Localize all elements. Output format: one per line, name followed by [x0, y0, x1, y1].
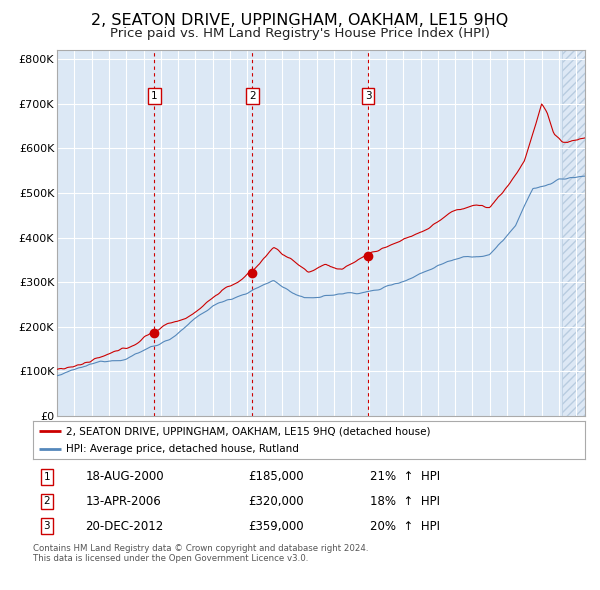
Bar — [562, 50, 593, 416]
Text: 21%  ↑  HPI: 21% ↑ HPI — [370, 470, 440, 483]
Text: 2: 2 — [249, 91, 256, 101]
Text: £359,000: £359,000 — [248, 520, 304, 533]
Text: 1: 1 — [43, 472, 50, 482]
Text: HPI: Average price, detached house, Rutland: HPI: Average price, detached house, Rutl… — [66, 444, 299, 454]
Text: 1: 1 — [151, 91, 158, 101]
Text: 3: 3 — [365, 91, 371, 101]
Text: 3: 3 — [43, 521, 50, 531]
Text: £320,000: £320,000 — [248, 495, 304, 508]
Text: Contains HM Land Registry data © Crown copyright and database right 2024.
This d: Contains HM Land Registry data © Crown c… — [33, 544, 368, 563]
Text: 2, SEATON DRIVE, UPPINGHAM, OAKHAM, LE15 9HQ: 2, SEATON DRIVE, UPPINGHAM, OAKHAM, LE15… — [91, 13, 509, 28]
Text: 20%  ↑  HPI: 20% ↑ HPI — [370, 520, 440, 533]
Text: 2, SEATON DRIVE, UPPINGHAM, OAKHAM, LE15 9HQ (detached house): 2, SEATON DRIVE, UPPINGHAM, OAKHAM, LE15… — [66, 426, 431, 436]
Text: Price paid vs. HM Land Registry's House Price Index (HPI): Price paid vs. HM Land Registry's House … — [110, 27, 490, 40]
Text: 18-AUG-2000: 18-AUG-2000 — [85, 470, 164, 483]
Text: 20-DEC-2012: 20-DEC-2012 — [85, 520, 164, 533]
Text: 13-APR-2006: 13-APR-2006 — [85, 495, 161, 508]
Text: 2: 2 — [43, 497, 50, 506]
Text: 18%  ↑  HPI: 18% ↑ HPI — [370, 495, 440, 508]
Text: £185,000: £185,000 — [248, 470, 304, 483]
